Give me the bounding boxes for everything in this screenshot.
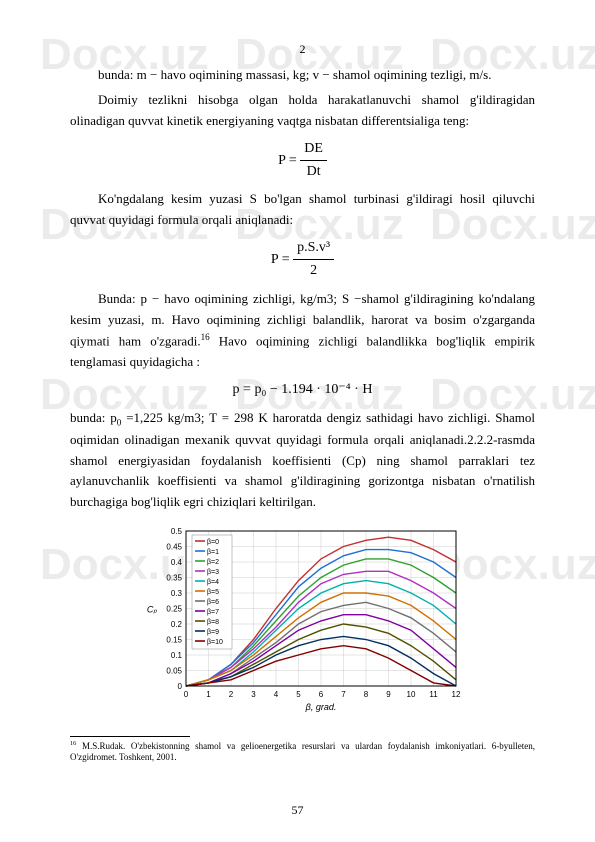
svg-text:0.1: 0.1: [170, 651, 182, 660]
formula-3: p = p₀ − 1.194 · 10⁻⁴ · H: [70, 379, 535, 401]
paragraph-1: bunda: m − havo oqimining massasi, kg; v…: [70, 65, 535, 86]
svg-text:0: 0: [177, 682, 182, 691]
svg-text:0.4: 0.4: [170, 558, 182, 567]
svg-text:β=3: β=3: [207, 569, 219, 576]
svg-text:0.25: 0.25: [166, 604, 182, 613]
svg-text:β=9: β=9: [207, 629, 219, 636]
p5a: bunda: p: [70, 410, 117, 425]
top-number: 2: [70, 40, 535, 59]
p5b: =1,225 kg/m3; T = 298 K haroratda dengiz…: [70, 410, 535, 510]
svg-text:β=6: β=6: [207, 599, 219, 606]
svg-text:11: 11: [429, 690, 438, 699]
svg-text:0.35: 0.35: [166, 573, 182, 582]
svg-text:β=1: β=1: [207, 549, 219, 556]
svg-text:6: 6: [318, 690, 323, 699]
formula-1: P = DEDt: [70, 138, 535, 184]
formula-1-num: DE: [300, 138, 327, 161]
page-number: 57: [0, 803, 595, 818]
svg-text:β=8: β=8: [207, 619, 219, 626]
cp-chart-svg: 00.050.10.150.20.250.30.350.40.450.50123…: [138, 523, 468, 713]
formula-2-num: p.S.v³: [293, 237, 334, 260]
footnote: 16 M.S.Rudak. O'zbekistonning shamol va …: [70, 740, 535, 764]
svg-text:12: 12: [451, 690, 460, 699]
svg-text:3: 3: [251, 690, 256, 699]
cp-chart: 00.050.10.150.20.250.30.350.40.450.50123…: [138, 523, 468, 720]
svg-text:2: 2: [228, 690, 233, 699]
footnote-ref-inline: 16: [201, 332, 210, 342]
svg-text:0: 0: [183, 690, 188, 699]
svg-text:1: 1: [206, 690, 211, 699]
svg-text:4: 4: [273, 690, 278, 699]
svg-text:9: 9: [386, 690, 391, 699]
svg-text:0.45: 0.45: [166, 542, 182, 551]
svg-text:8: 8: [363, 690, 368, 699]
formula-1-den: Dt: [300, 161, 327, 183]
svg-text:β=0: β=0: [207, 539, 219, 546]
page-content: 2 bunda: m − havo oqimining massasi, kg;…: [70, 40, 535, 764]
svg-text:β=4: β=4: [207, 579, 219, 586]
formula-2-lhs: P =: [271, 252, 293, 267]
svg-text:β=10: β=10: [207, 639, 223, 646]
svg-text:0.15: 0.15: [166, 635, 182, 644]
paragraph-5: bunda: p0 =1,225 kg/m3; T = 298 K harora…: [70, 408, 535, 513]
footnote-text: M.S.Rudak. O'zbekistonning shamol va gel…: [70, 741, 535, 763]
svg-text:β=5: β=5: [207, 589, 219, 596]
svg-text:0.05: 0.05: [166, 666, 182, 675]
paragraph-4: Bunda: p − havo oqimining zichligi, kg/m…: [70, 289, 535, 374]
svg-text:Cₚ: Cₚ: [146, 604, 156, 614]
svg-text:0.3: 0.3: [170, 589, 182, 598]
svg-text:β, grad.: β, grad.: [304, 702, 336, 712]
svg-text:0.5: 0.5: [170, 527, 182, 536]
svg-text:5: 5: [296, 690, 301, 699]
svg-text:10: 10: [406, 690, 415, 699]
formula-2: P = p.S.v³2: [70, 237, 535, 283]
formula-1-lhs: P =: [278, 153, 300, 168]
footnote-separator: [70, 736, 190, 737]
formula-2-den: 2: [293, 260, 334, 282]
svg-text:7: 7: [341, 690, 346, 699]
paragraph-3: Ko'ngdalang kesim yuzasi S bo'lgan shamo…: [70, 189, 535, 231]
paragraph-2: Doimiy tezlikni hisobga olgan holda hara…: [70, 90, 535, 132]
svg-text:β=2: β=2: [207, 559, 219, 566]
svg-text:β=7: β=7: [207, 609, 219, 616]
svg-text:0.2: 0.2: [170, 620, 182, 629]
